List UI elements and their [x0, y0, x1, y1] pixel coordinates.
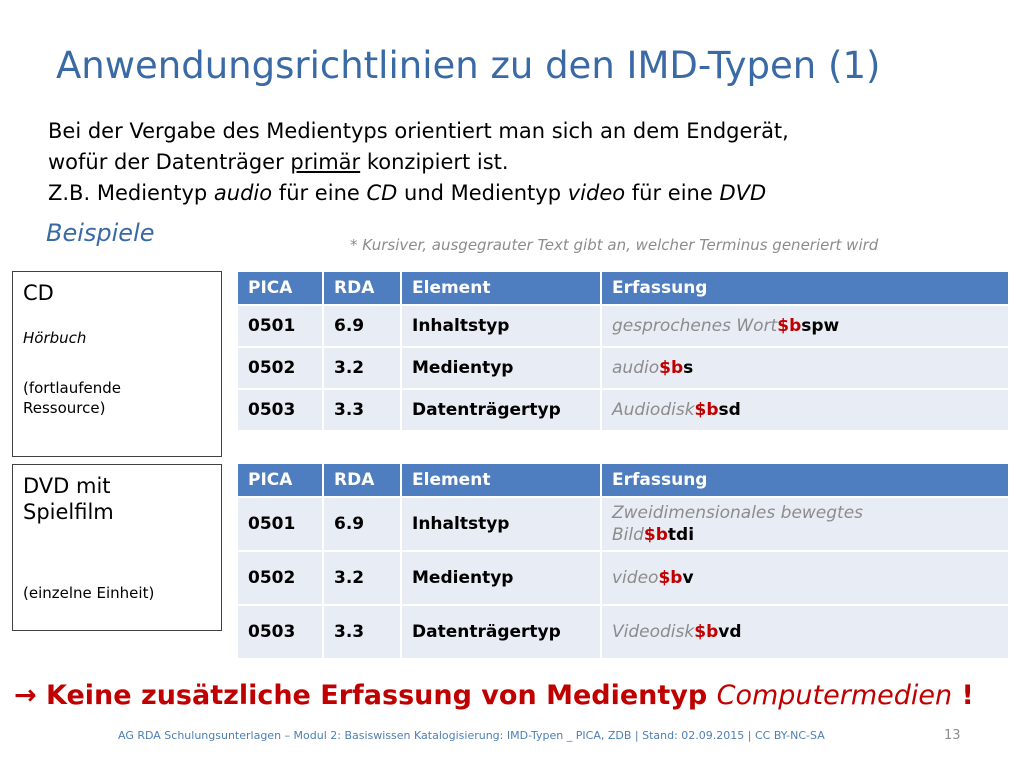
- code-value: tdi: [667, 525, 695, 545]
- header-erfassung: Erfassung: [602, 272, 1008, 304]
- example-box-dvd: DVD mit Spielfilm (einzelne Einheit): [12, 464, 222, 631]
- subfield-marker: $b: [694, 622, 719, 642]
- cell-pica: 0502: [238, 348, 322, 388]
- cell-erfassung: Videodisk$bvd: [602, 606, 1008, 658]
- table-row: 0502 3.2 Medientyp audio$bs: [238, 348, 1008, 388]
- intro-line-1: Bei der Vergabe des Medientyps orientier…: [48, 119, 789, 143]
- cell-rda: 3.2: [324, 552, 400, 604]
- intro-line-3-a: Z.B. Medientyp: [48, 181, 214, 205]
- cell-element: Datenträgertyp: [402, 390, 600, 430]
- generated-term-line-1: Zweidimensionales bewegtes: [612, 503, 864, 523]
- subfield-marker: $b: [643, 525, 668, 545]
- table-cd: PICA RDA Element Erfassung 0501 6.9 Inha…: [236, 270, 1010, 432]
- cell-pica: 0503: [238, 606, 322, 658]
- cell-element: Inhaltstyp: [402, 306, 600, 346]
- conclusion-italic: Computermedien: [716, 680, 953, 711]
- table-row: 0503 3.3 Datenträgertyp Audiodisk$bsd: [238, 390, 1008, 430]
- cell-element: Medientyp: [402, 348, 600, 388]
- cell-erfassung: audio$bs: [602, 348, 1008, 388]
- cell-erfassung: Zweidimensionales bewegtes Bild$btdi: [602, 498, 1008, 550]
- cell-rda: 6.9: [324, 498, 400, 550]
- generated-term-line-2: Bild: [612, 525, 644, 545]
- subfield-marker: $b: [694, 400, 719, 420]
- header-pica: PICA: [238, 272, 322, 304]
- intro-line-2-pre: wofür der Datenträger: [48, 150, 291, 174]
- generated-term: gesprochenes Wort: [612, 316, 778, 336]
- box-cd-note-1: (fortlaufende: [23, 379, 121, 397]
- table-row: 0501 6.9 Inhaltstyp Zweidimensionales be…: [238, 498, 1008, 550]
- cell-erfassung: gesprochenes Wort$bspw: [602, 306, 1008, 346]
- page-number: 13: [944, 728, 961, 743]
- intro-line-3-d: CD: [366, 181, 398, 205]
- box-cd-subtitle: Hörbuch: [23, 329, 87, 347]
- code-value: v: [682, 568, 694, 588]
- intro-text: Bei der Vergabe des Medientyps orientier…: [48, 116, 789, 209]
- cell-rda: 3.2: [324, 348, 400, 388]
- code-value: s: [683, 358, 694, 378]
- table-row: 0501 6.9 Inhaltstyp gesprochenes Wort$bs…: [238, 306, 1008, 346]
- intro-underlined-word: primär: [290, 150, 361, 174]
- table-header-row: PICA RDA Element Erfassung: [238, 464, 1008, 496]
- header-rda: RDA: [324, 272, 400, 304]
- cell-element: Datenträgertyp: [402, 606, 600, 658]
- footnote: * Kursiver, ausgegrauter Text gibt an, w…: [350, 236, 879, 254]
- cell-rda: 6.9: [324, 306, 400, 346]
- generated-term: Videodisk: [612, 622, 695, 642]
- header-erfassung: Erfassung: [602, 464, 1008, 496]
- cell-element: Inhaltstyp: [402, 498, 600, 550]
- header-rda: RDA: [324, 464, 400, 496]
- slide-title: Anwendungsrichtlinien zu den IMD-Typen (…: [56, 44, 881, 87]
- box-dvd-title-1: DVD mit: [23, 474, 111, 498]
- intro-line-3-b: audio: [213, 181, 273, 205]
- generated-term: video: [612, 568, 659, 588]
- subfield-marker: $b: [658, 568, 683, 588]
- code-value: vd: [718, 622, 742, 642]
- box-dvd-title-2: Spielfilm: [23, 500, 114, 524]
- subfield-marker: $b: [659, 358, 684, 378]
- cell-pica: 0502: [238, 552, 322, 604]
- conclusion-text: Keine zusätzliche Erfassung von Medienty…: [36, 680, 717, 711]
- table-header-row: PICA RDA Element Erfassung: [238, 272, 1008, 304]
- box-dvd-note: (einzelne Einheit): [23, 584, 155, 602]
- intro-line-3-h: DVD: [719, 181, 767, 205]
- box-cd-title: CD: [23, 281, 54, 305]
- arrow-right-icon: →: [14, 680, 37, 711]
- box-cd-note-2: Ressource): [23, 399, 106, 417]
- code-value: sd: [718, 400, 741, 420]
- footer: AG RDA Schulungsunterlagen – Modul 2: Ba…: [118, 729, 825, 742]
- intro-line-3-f: video: [567, 181, 626, 205]
- code-value: spw: [801, 316, 840, 336]
- intro-line-3-c: für eine: [272, 181, 367, 205]
- cell-element: Medientyp: [402, 552, 600, 604]
- intro-line-3-g: für eine: [625, 181, 720, 205]
- cell-pica: 0503: [238, 390, 322, 430]
- example-box-cd: CD Hörbuch (fortlaufende Ressource): [12, 271, 222, 457]
- cell-rda: 3.3: [324, 606, 400, 658]
- table-row: 0503 3.3 Datenträgertyp Videodisk$bvd: [238, 606, 1008, 658]
- intro-line-3-e: und Medientyp: [397, 181, 568, 205]
- generated-term: audio: [612, 358, 660, 378]
- cell-pica: 0501: [238, 306, 322, 346]
- examples-heading: Beispiele: [46, 219, 155, 247]
- header-element: Element: [402, 464, 600, 496]
- cell-erfassung: video$bv: [602, 552, 1008, 604]
- conclusion-end: !: [952, 680, 974, 711]
- table-dvd: PICA RDA Element Erfassung 0501 6.9 Inha…: [236, 462, 1010, 660]
- header-element: Element: [402, 272, 600, 304]
- subfield-marker: $b: [777, 316, 802, 336]
- intro-line-3: Z.B. Medientyp audio für eine CD und Med…: [48, 178, 789, 209]
- header-pica: PICA: [238, 464, 322, 496]
- table-row: 0502 3.2 Medientyp video$bv: [238, 552, 1008, 604]
- conclusion: → Keine zusätzliche Erfassung von Medien…: [14, 680, 974, 711]
- intro-line-2-post: konzipiert ist.: [360, 150, 509, 174]
- cell-erfassung: Audiodisk$bsd: [602, 390, 1008, 430]
- cell-pica: 0501: [238, 498, 322, 550]
- cell-rda: 3.3: [324, 390, 400, 430]
- generated-term: Audiodisk: [612, 400, 695, 420]
- intro-line-2: wofür der Datenträger primär konzipiert …: [48, 147, 789, 178]
